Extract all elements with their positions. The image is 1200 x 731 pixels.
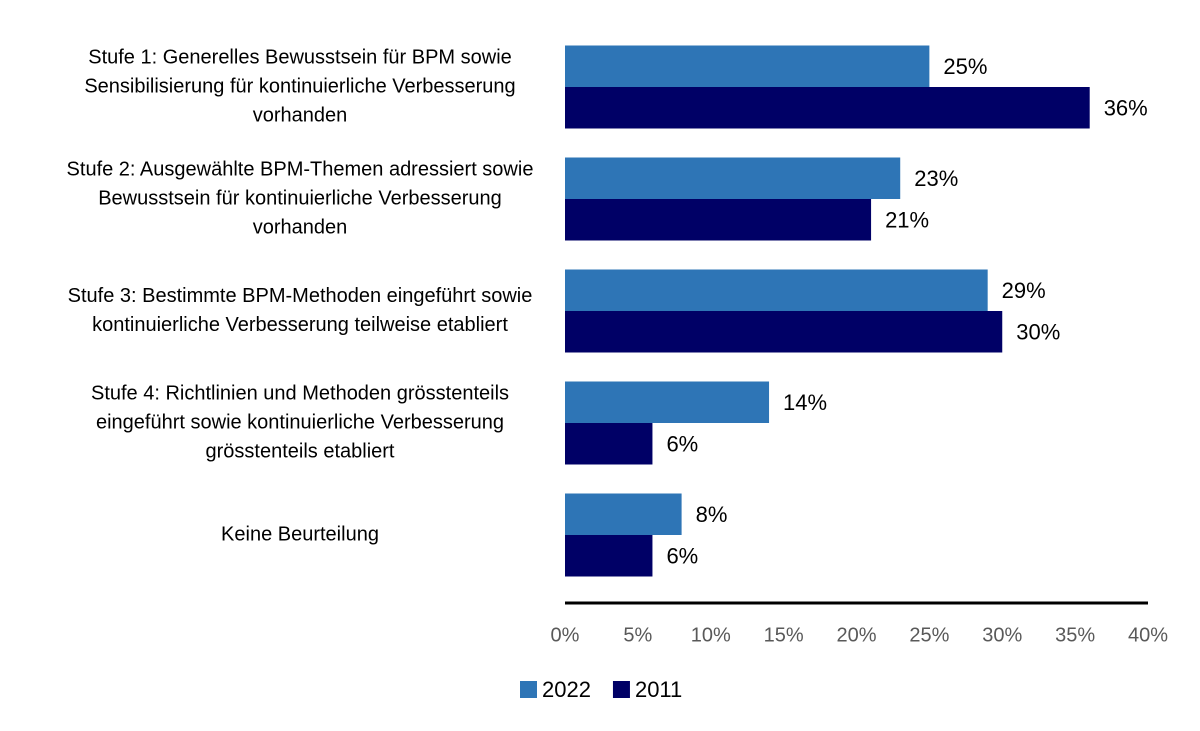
- x-tick-label: 40%: [1128, 624, 1168, 646]
- bar: [565, 311, 1003, 353]
- x-tick-label: 5%: [623, 624, 652, 646]
- legend-swatch: [612, 681, 630, 698]
- bar: [565, 157, 901, 199]
- x-tick-label: 30%: [982, 624, 1022, 646]
- category-label: vorhanden: [253, 104, 348, 126]
- legend-label: 2011: [635, 677, 682, 702]
- value-label: 23%: [914, 166, 958, 191]
- value-label: 6%: [666, 432, 698, 457]
- bar: [565, 45, 930, 87]
- x-tick-label: 35%: [1055, 624, 1095, 646]
- value-label: 8%: [696, 502, 728, 527]
- category-label: eingeführt sowie kontinuierliche Verbess…: [96, 411, 504, 433]
- category-label: Stufe 3: Bestimmte BPM-Methoden eingefüh…: [68, 285, 533, 307]
- bar: [565, 535, 653, 577]
- legend-label: 2022: [542, 677, 591, 702]
- category-label: Keine Beurteilung: [221, 523, 379, 545]
- legend-swatch: [520, 681, 537, 698]
- x-tick-label: 20%: [836, 624, 876, 646]
- value-label: 25%: [943, 54, 987, 79]
- category-label: kontinuierliche Verbesserung teilweise e…: [92, 314, 508, 336]
- value-label: 6%: [666, 544, 698, 569]
- bar: [565, 269, 988, 311]
- category-label: vorhanden: [253, 216, 348, 238]
- value-label: 14%: [783, 390, 827, 415]
- x-tick-label: 10%: [691, 624, 731, 646]
- category-label: Sensibilisierung für kontinuierliche Ver…: [84, 75, 515, 97]
- category-label: Bewusstsein für kontinuierliche Verbesse…: [98, 187, 502, 209]
- value-label: 30%: [1016, 320, 1060, 345]
- category-label: grösstenteils etabliert: [206, 440, 395, 462]
- bar: [565, 87, 1090, 129]
- value-label: 29%: [1002, 278, 1046, 303]
- bar: [565, 381, 770, 423]
- category-label: Stufe 1: Generelles Bewusstsein für BPM …: [88, 46, 512, 68]
- category-label: Stufe 2: Ausgewählte BPM-Themen adressie…: [67, 158, 534, 180]
- x-tick-label: 25%: [909, 624, 949, 646]
- value-label: 36%: [1104, 96, 1148, 121]
- value-label: 21%: [885, 208, 929, 233]
- bar: [565, 199, 872, 241]
- x-tick-label: 15%: [764, 624, 804, 646]
- bar: [565, 423, 653, 465]
- bar: [565, 493, 682, 535]
- category-label: Stufe 4: Richtlinien und Methoden grösst…: [91, 382, 509, 404]
- x-tick-label: 0%: [551, 624, 580, 646]
